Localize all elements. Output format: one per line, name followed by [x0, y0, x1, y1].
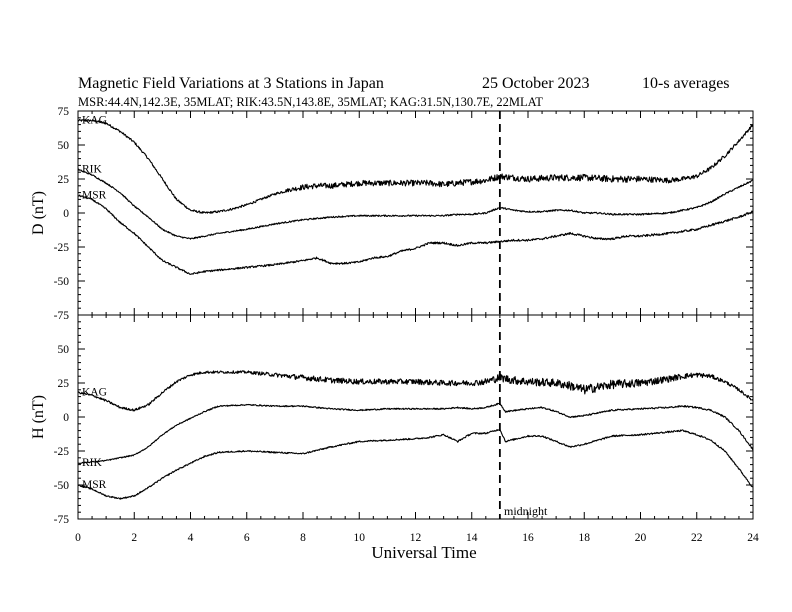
d-axis-label: D (nT) [30, 191, 47, 235]
x-tick-label: 10 [354, 532, 366, 544]
h-y-tick-label: 25 [58, 378, 70, 390]
chart-title: Magnetic Field Variations at 3 Stations … [78, 75, 384, 92]
d-y-tick-label: -50 [54, 276, 70, 288]
d-y-tick-label: 75 [58, 106, 70, 118]
x-tick-label: 6 [244, 532, 250, 544]
x-tick-label: 24 [747, 532, 759, 544]
h-panel-frame [77, 314, 754, 520]
d-series-label-rik: RIK [82, 163, 103, 175]
h-y-tick-label: -75 [54, 514, 70, 526]
x-tick-label: 2 [131, 532, 137, 544]
x-axis-label: Universal Time [371, 543, 476, 562]
d-y-tick-label: -75 [54, 310, 70, 322]
chart-marks: 75 50 25 0 -25 -50 -75 KAG RIK MSR 50 25 0 -25 -50 -75 K… [54, 106, 759, 544]
d-y-tick-label: 0 [63, 208, 69, 220]
x-tick-label: 18 [579, 532, 591, 544]
d-series-msr [77, 194, 754, 275]
h-series-label-msr: MSR [82, 479, 107, 491]
station-coordinates: MSR:44.4N,142.3E, 35MLAT; RIK:43.5N,143.… [78, 95, 543, 109]
d-y-tick-label: 50 [58, 140, 70, 152]
h-y-tick-label: -50 [54, 480, 70, 492]
h-axis-label: H (nT) [30, 395, 47, 439]
h-series-msr [77, 428, 754, 500]
h-series-label-kag: KAG [82, 387, 107, 399]
chart-averaging: 10-s averages [642, 75, 730, 92]
x-tick-label: 4 [188, 532, 194, 544]
midnight-label: midnight [504, 504, 548, 518]
h-y-tick-label: 0 [63, 412, 69, 424]
h-y-tick-label: -25 [54, 446, 70, 458]
h-y-tick-label: 50 [58, 344, 70, 356]
x-tick-label: 8 [300, 532, 306, 544]
x-tick-label: 12 [410, 532, 422, 544]
h-series-rik [77, 402, 754, 465]
h-series-label-rik: RIK [82, 457, 103, 469]
d-y-tick-label: 25 [58, 174, 70, 186]
x-tick-label: 20 [635, 532, 647, 544]
x-tick-label: 14 [466, 532, 478, 544]
h-series-kag [77, 370, 754, 412]
d-series-kag [77, 118, 754, 214]
chart-date: 25 October 2023 [482, 75, 590, 92]
x-tick-label: 16 [522, 532, 534, 544]
d-series-label-msr: MSR [82, 189, 107, 201]
x-tick-label: 22 [691, 532, 703, 544]
d-y-tick-label: -25 [54, 242, 70, 254]
d-series-label-kag: KAG [82, 115, 107, 127]
d-series-rik [77, 168, 754, 240]
x-tick-label: 0 [75, 532, 81, 544]
